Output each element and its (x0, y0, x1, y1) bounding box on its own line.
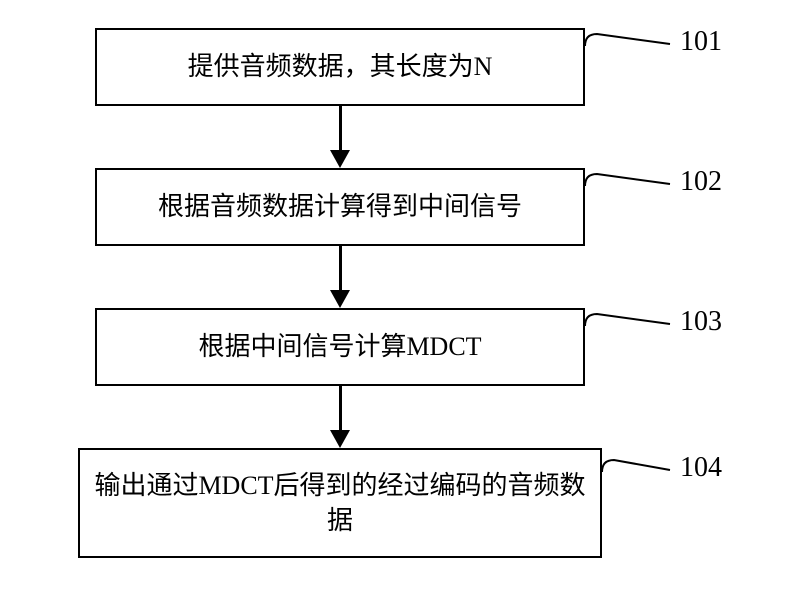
label-tick-n103 (581, 302, 674, 338)
arrow-shaft-n103-n104 (339, 386, 342, 430)
flow-step-label-n101: 101 (680, 26, 722, 58)
flow-step-n104: 输出通过MDCT后得到的经过编码的音频数据 (78, 448, 602, 558)
flow-step-text: 根据音频数据计算得到中间信号 (158, 189, 522, 224)
arrow-shaft-n101-n102 (339, 106, 342, 150)
flow-step-n101: 提供音频数据，其长度为N (95, 28, 585, 106)
flow-step-label-n102: 102 (680, 166, 722, 198)
flow-step-text: 输出通过MDCT后得到的经过编码的音频数据 (92, 468, 588, 538)
arrow-head-n101-n102 (330, 150, 350, 168)
flow-step-n102: 根据音频数据计算得到中间信号 (95, 168, 585, 246)
arrow-head-n103-n104 (330, 430, 350, 448)
flow-step-label-n104: 104 (680, 452, 722, 484)
label-tick-n102 (581, 162, 674, 198)
label-tick-n104 (598, 448, 674, 484)
label-tick-n101 (581, 22, 674, 58)
flowchart-canvas: 提供音频数据，其长度为N 101 根据音频数据计算得到中间信号 102 根据中间信号计算… (0, 0, 800, 606)
arrow-head-n102-n103 (330, 290, 350, 308)
arrow-shaft-n102-n103 (339, 246, 342, 290)
flow-step-text: 根据中间信号计算MDCT (198, 329, 481, 364)
flow-step-text: 提供音频数据，其长度为N (188, 49, 493, 84)
flow-step-label-n103: 103 (680, 306, 722, 338)
flow-step-n103: 根据中间信号计算MDCT (95, 308, 585, 386)
